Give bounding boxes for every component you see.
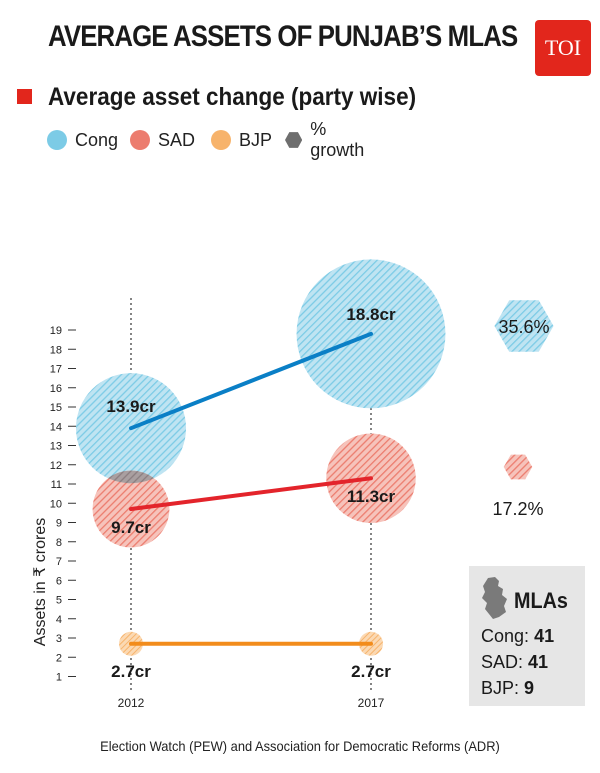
data-labels: 13.9cr 18.8cr 9.7cr 11.3cr 2.7cr 2.7cr xyxy=(106,305,396,681)
mla-count-panel: MLAs Cong: 41 SAD: 41 BJP: 9 xyxy=(469,566,585,706)
y-tick-label: 18 xyxy=(50,344,62,356)
data-label-cong-2017: 18.8cr xyxy=(346,305,396,324)
y-tick-label: 7 xyxy=(56,556,62,568)
data-label-bjp-2017: 2.7cr xyxy=(351,662,391,681)
y-axis-label: Assets in ₹ crores xyxy=(32,518,49,646)
mla-row-cong: Cong: 41 xyxy=(481,626,554,647)
y-tick-label: 11 xyxy=(51,479,62,491)
growth-label-cong: 35.6% xyxy=(498,317,549,337)
legend-item-growth: % growth xyxy=(285,119,369,160)
mla-row-sad: SAD: 41 xyxy=(481,652,548,673)
legend-swatch-sad xyxy=(130,130,150,150)
mla-count-bjp: 9 xyxy=(524,678,535,698)
legend-swatch-cong xyxy=(47,130,67,150)
y-tick-label: 17 xyxy=(50,364,62,376)
legend-label-cong: Cong xyxy=(75,129,119,150)
y-tick-label: 4 xyxy=(56,614,62,626)
data-label-sad-2012: 9.7cr xyxy=(111,518,151,537)
data-label-sad-2017: 11.3cr xyxy=(347,487,396,506)
legend-label-sad: SAD xyxy=(158,129,196,150)
y-tick-label: 15 xyxy=(50,402,62,414)
toi-logo: TOI xyxy=(535,20,591,76)
y-tick-label: 16 xyxy=(50,383,62,395)
mla-count-sad: 41 xyxy=(528,652,549,672)
legend-item-bjp: BJP xyxy=(211,128,272,152)
legend-label-growth: % growth xyxy=(310,119,365,160)
series-line-sad xyxy=(129,476,373,512)
mla-party-sad: SAD: xyxy=(481,652,524,672)
chart-title: AVERAGE ASSETS OF PUNJAB’S MLAS xyxy=(48,20,518,53)
legend-swatch-bjp xyxy=(211,130,231,150)
y-tick-label: 3 xyxy=(56,633,62,645)
growth-hex-sad xyxy=(503,454,533,480)
mla-panel-title: MLAs xyxy=(514,588,568,613)
growth-hexagons: 35.6% 17.2% xyxy=(492,300,554,519)
mla-party-cong: Cong: xyxy=(481,626,530,646)
mla-count-cong: 41 xyxy=(534,626,555,646)
data-label-cong-2012: 13.9cr xyxy=(106,397,156,416)
y-tick-label: 8 xyxy=(56,537,62,549)
chart-subtitle: Average asset change (party wise) xyxy=(48,83,417,111)
y-tick-label: 6 xyxy=(56,575,62,587)
legend-label-bjp: BJP xyxy=(239,129,273,150)
mla-row-bjp: BJP: 9 xyxy=(481,678,534,699)
toi-logo-text: TOI xyxy=(544,35,582,60)
y-tick-label: 9 xyxy=(56,518,62,530)
source-note: Election Watch (PEW) and Association for… xyxy=(100,738,500,754)
legend-item-cong: Cong xyxy=(47,128,118,152)
series-line-cong xyxy=(129,331,373,431)
legend-swatch-growth xyxy=(285,132,303,148)
punjab-map-icon xyxy=(482,577,507,619)
x-tick-label: 2012 xyxy=(118,696,145,710)
y-tick-label: 1 xyxy=(56,672,62,684)
series-lines xyxy=(129,331,373,646)
mla-party-bjp: BJP: xyxy=(481,678,520,698)
data-label-bjp-2012: 2.7cr xyxy=(111,662,151,681)
growth-label-sad: 17.2% xyxy=(492,499,543,519)
y-tick-label: 12 xyxy=(50,460,62,472)
legend-item-sad: SAD xyxy=(130,128,195,152)
growth-hex-cong xyxy=(494,300,554,352)
y-tick-label: 10 xyxy=(50,498,62,510)
y-tick-label: 14 xyxy=(50,421,62,433)
y-tick-label: 19 xyxy=(50,325,62,337)
y-tick-label: 5 xyxy=(56,595,62,607)
y-tick-label: 2 xyxy=(56,652,62,664)
x-tick-label: 2017 xyxy=(358,696,385,710)
subtitle-marker xyxy=(17,89,32,104)
y-tick-label: 13 xyxy=(50,441,62,453)
